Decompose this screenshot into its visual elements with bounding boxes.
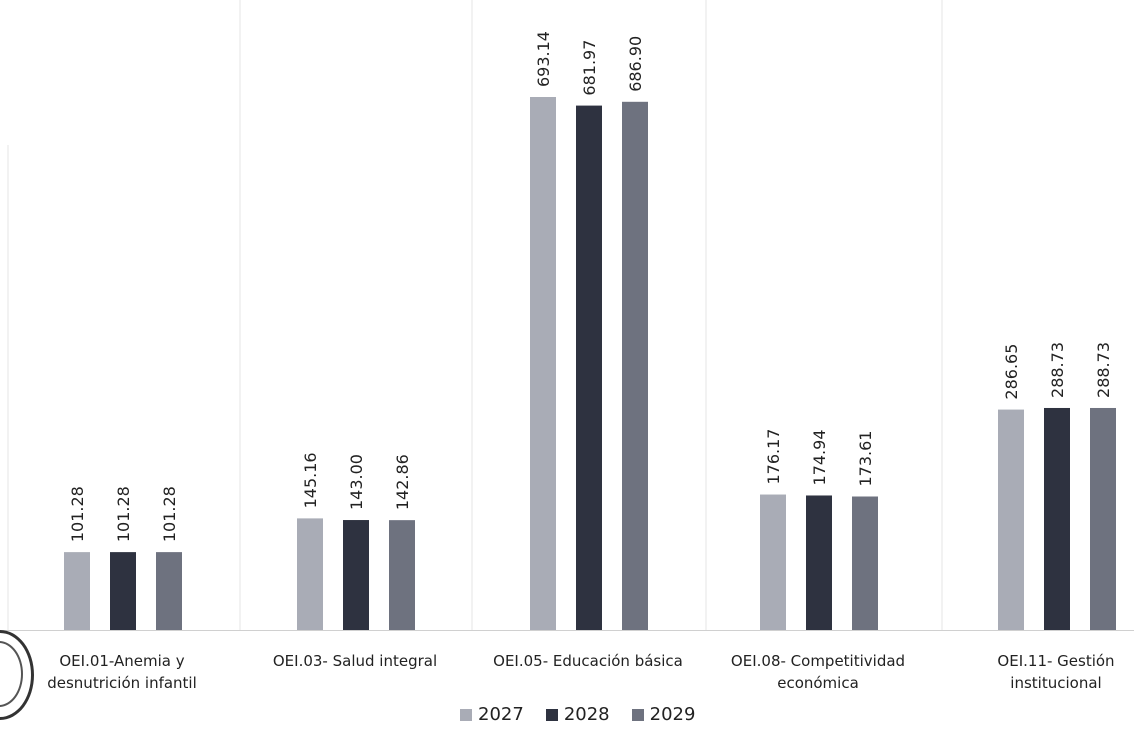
bar-2028-2 — [576, 105, 602, 630]
bar-2029-1 — [389, 520, 415, 630]
legend-swatch-2028 — [545, 708, 558, 721]
bar-2027-4 — [998, 409, 1024, 630]
legend-item-2027: 2027 — [460, 704, 524, 725]
data-label: 174.94 — [810, 429, 829, 485]
legend-item-2029: 2029 — [631, 704, 696, 725]
bar-2027-2 — [530, 97, 556, 630]
data-label: 142.86 — [393, 454, 412, 510]
data-label: 101.28 — [68, 486, 87, 542]
legend-label-2028: 2028 — [563, 704, 610, 725]
category-label: OEI.01-Anemia y desnutrición infantil — [47, 652, 197, 692]
legend-label-2029: 2029 — [649, 704, 696, 725]
legend-item-2028: 2028 — [545, 704, 610, 725]
bar-2027-1 — [297, 518, 323, 630]
category-label: OEI.11- Gestión institucional — [997, 652, 1114, 692]
legend-swatch-2027 — [460, 708, 472, 721]
legend-swatch-2029 — [631, 708, 644, 721]
data-label: 286.65 — [1002, 344, 1021, 400]
data-label: 173.61 — [856, 431, 875, 487]
bar-2027-0 — [64, 552, 90, 630]
data-label: 101.28 — [114, 486, 133, 542]
data-label: 288.73 — [1048, 342, 1067, 398]
data-label: 288.73 — [1094, 342, 1113, 398]
data-label: 681.97 — [580, 40, 599, 96]
data-label: 686.90 — [626, 36, 645, 92]
legend: 2027 2028 2029 — [460, 704, 695, 725]
bar-2028-4 — [1044, 407, 1070, 630]
bar-2028-1 — [343, 520, 369, 630]
data-label: 101.28 — [160, 486, 179, 542]
data-label: 143.00 — [347, 454, 366, 510]
data-label: 145.16 — [301, 452, 320, 508]
data-label: 693.14 — [534, 31, 553, 87]
data-label: 176.17 — [764, 429, 783, 485]
bar-2029-3 — [852, 496, 878, 630]
bar-2027-3 — [760, 494, 786, 630]
bar-2029-2 — [622, 101, 648, 630]
bar-2028-0 — [110, 552, 136, 630]
legend-label-2027: 2027 — [478, 704, 524, 725]
category-label: OEI.05- Educación básica — [493, 652, 683, 670]
bar-2028-3 — [806, 495, 832, 630]
category-label: OEI.08- Competitividad económica — [731, 652, 905, 692]
bar-2029-0 — [156, 552, 182, 630]
bar-chart: 101.28 145.16 693.14 176.17 286.65 101.28 143.… — [0, 0, 1134, 692]
bar-2029-4 — [1090, 407, 1116, 630]
category-label: OEI.03- Salud integral — [273, 652, 437, 670]
